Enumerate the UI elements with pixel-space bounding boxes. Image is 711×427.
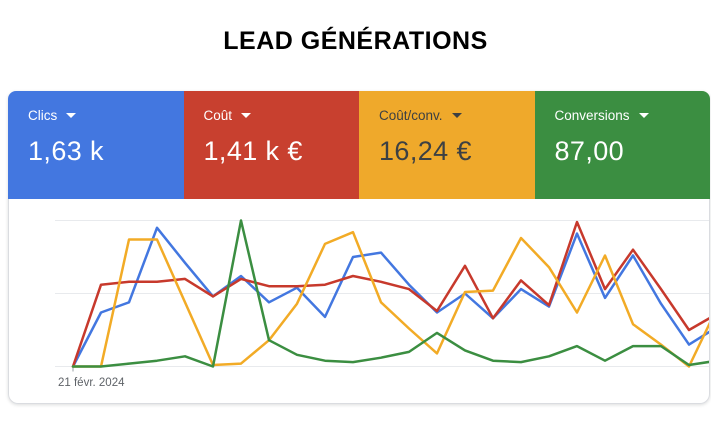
page-title: LEAD GÉNÉRATIONS — [223, 27, 488, 55]
metric-value: 1,63 k — [28, 136, 104, 166]
dropdown-arrow-icon — [241, 113, 252, 118]
metric-selector-cout-conv[interactable]: Coût/conv. — [379, 108, 535, 123]
series-line-clics — [71, 226, 709, 368]
x-axis-first-date-label: 21 févr. 2024 — [58, 377, 125, 389]
metric-selector-conversions[interactable]: Conversions — [555, 108, 711, 123]
metric-card-cout[interactable]: Coût 1,41 k € — [183, 91, 360, 199]
dropdown-arrow-icon — [638, 113, 649, 118]
metric-selector-cout[interactable]: Coût — [204, 108, 360, 123]
overview-widget: Clics 1,63 k Coût 1,41 k € Coût/conv. 16… — [8, 91, 710, 404]
metric-label: Coût — [203, 108, 233, 123]
series-line-co-t — [71, 220, 709, 368]
metric-value: 16,24 € — [379, 136, 472, 166]
metric-value: 87,00 — [554, 136, 625, 166]
series-line-conversions — [71, 219, 709, 368]
dropdown-arrow-icon — [451, 113, 462, 118]
metric-label: Conversions — [554, 108, 630, 123]
metric-card-clics[interactable]: Clics 1,63 k — [8, 91, 184, 199]
metric-card-cout-conv[interactable]: Coût/conv. 16,24 € — [359, 91, 535, 199]
metric-value: 1,41 k € — [203, 136, 303, 166]
performance-line-chart — [55, 219, 709, 372]
metric-label: Clics — [28, 108, 58, 123]
series-line-co-t-conv- — [71, 230, 709, 368]
metric-selector-clics[interactable]: Clics — [28, 108, 184, 123]
dropdown-arrow-icon — [66, 113, 77, 118]
metric-label: Coût/conv. — [379, 108, 443, 123]
metric-cards-row: Clics 1,63 k Coût 1,41 k € Coût/conv. 16… — [8, 91, 710, 199]
metric-card-conversions[interactable]: Conversions 87,00 — [534, 91, 711, 199]
chart-panel: 21 févr. 2024 — [8, 199, 710, 404]
